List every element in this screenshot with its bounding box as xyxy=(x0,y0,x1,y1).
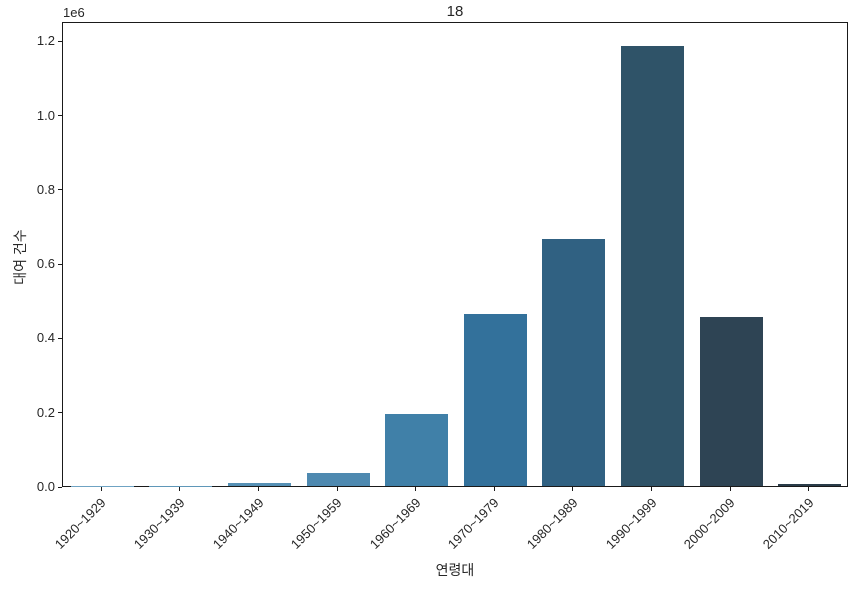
bar-1990~1999 xyxy=(621,45,684,486)
bar-1950~1959 xyxy=(306,472,370,486)
plot-area xyxy=(62,22,848,487)
y-tick-mark xyxy=(58,40,62,42)
x-tick-mark xyxy=(651,487,652,491)
y-tick-mark xyxy=(58,189,62,191)
x-tick-mark xyxy=(729,487,731,491)
y-tick-label: 1.0 xyxy=(36,107,55,123)
y-tick-mark xyxy=(58,412,62,414)
x-axis-label: 연령대 xyxy=(435,562,475,578)
chart-title: 18 xyxy=(446,3,464,20)
y-axis-offset-multiplier-label: 1e6 xyxy=(63,5,85,20)
y-tick-label: 1.2 xyxy=(36,33,55,49)
bar-1980~1989 xyxy=(542,239,606,486)
y-tick-mark xyxy=(58,486,62,488)
x-tick-mark xyxy=(572,487,574,491)
y-tick-label: 0.8 xyxy=(36,181,55,197)
y-tick-label: 0.6 xyxy=(36,256,55,272)
x-tick-mark xyxy=(415,487,417,491)
bar-2000~2009 xyxy=(699,317,763,486)
bar-2010~2019 xyxy=(778,484,842,486)
bar-1960~1969 xyxy=(385,413,449,486)
bar-1940~1949 xyxy=(228,483,291,486)
y-tick-mark xyxy=(58,115,62,117)
bar-1970~1979 xyxy=(463,313,527,486)
x-tick-mark xyxy=(179,487,181,491)
x-tick-mark xyxy=(493,487,495,491)
y-tick-label: 0.0 xyxy=(36,479,55,494)
y-tick-mark xyxy=(58,263,62,265)
y-tick-mark xyxy=(58,337,62,339)
x-tick-mark xyxy=(336,487,338,491)
y-tick-label: 0.4 xyxy=(36,330,55,346)
x-tick-mark xyxy=(258,487,259,491)
x-tick-mark xyxy=(100,487,102,491)
x-tick-mark xyxy=(808,487,810,491)
y-tick-label: 0.2 xyxy=(36,404,55,420)
